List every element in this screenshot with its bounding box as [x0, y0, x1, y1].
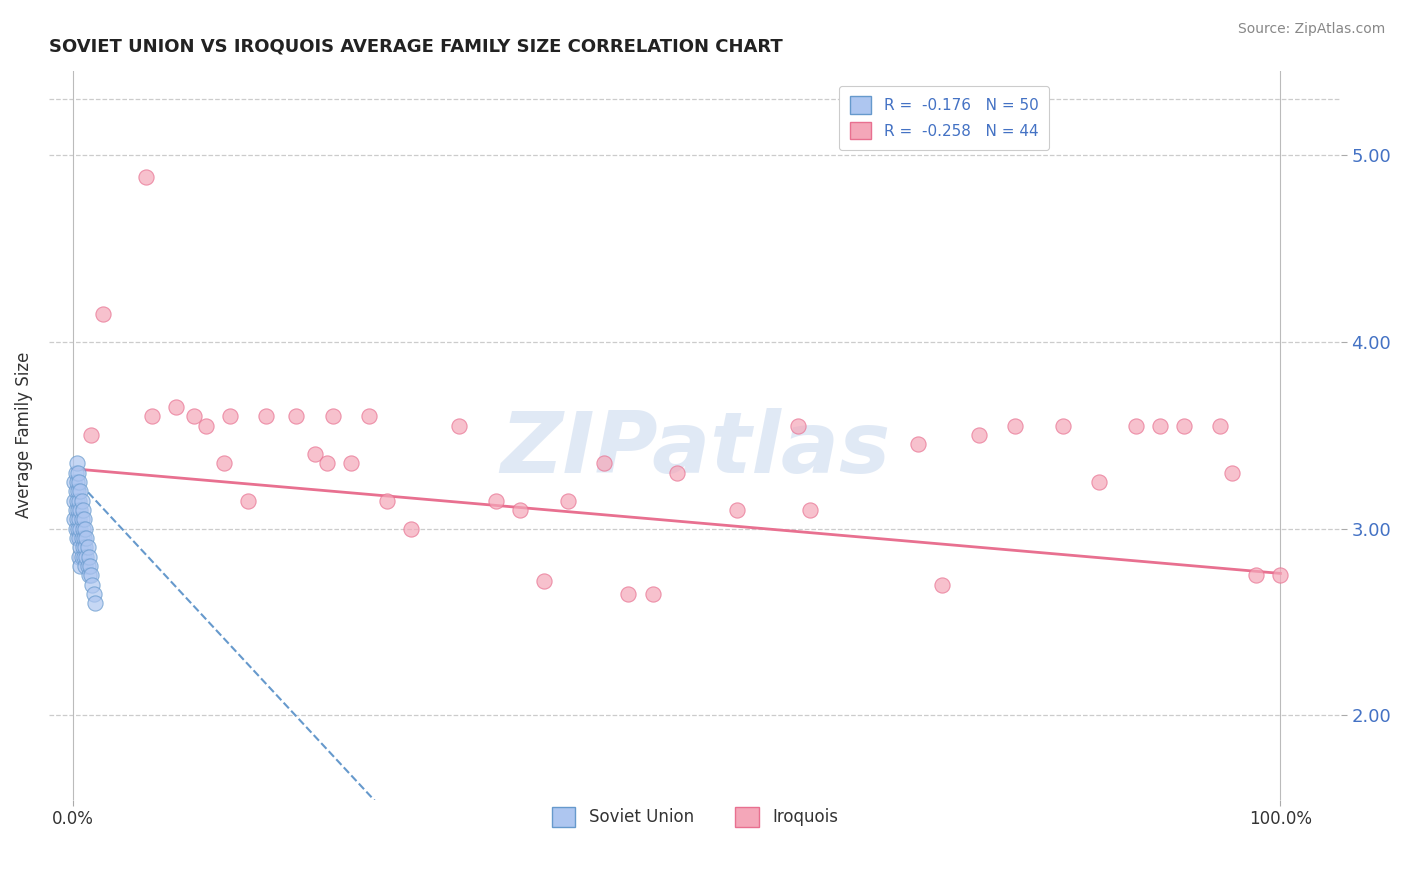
Point [69, 522, 91, 536]
Point [322, 409, 344, 424]
Point [725, 503, 748, 517]
Y-axis label: Average Family Size: Average Family Size [15, 352, 32, 518]
Point [83, 596, 105, 610]
Point [509, 503, 531, 517]
Legend: Soviet Union, Iroquois: Soviet Union, Iroquois [544, 799, 846, 835]
Point [91, 307, 114, 321]
Point [76, 558, 98, 573]
Point [617, 587, 640, 601]
Point [70, 549, 93, 564]
Point [63, 475, 86, 489]
Point [1173, 418, 1195, 433]
Point [66, 466, 89, 480]
Point [67, 493, 90, 508]
Point [967, 428, 990, 442]
Point [141, 409, 163, 424]
Point [907, 437, 929, 451]
Point [183, 409, 205, 424]
Point [75, 522, 97, 536]
Point [70, 512, 93, 526]
Point [194, 418, 217, 433]
Point [340, 456, 363, 470]
Point [72, 522, 94, 536]
Point [254, 409, 277, 424]
Point [799, 503, 821, 517]
Point [66, 493, 89, 508]
Point [315, 456, 337, 470]
Point [73, 531, 96, 545]
Point [212, 456, 235, 470]
Point [66, 475, 89, 489]
Point [66, 512, 89, 526]
Point [69, 558, 91, 573]
Point [449, 418, 471, 433]
Point [75, 549, 97, 564]
Point [1246, 568, 1268, 582]
Point [238, 493, 260, 508]
Point [67, 549, 90, 564]
Point [67, 512, 90, 526]
Point [641, 587, 664, 601]
Point [66, 522, 89, 536]
Point [72, 541, 94, 555]
Point [304, 447, 326, 461]
Point [66, 503, 89, 517]
Point [66, 484, 89, 499]
Text: ZIPatlas: ZIPatlas [499, 409, 890, 491]
Point [70, 531, 93, 545]
Point [931, 577, 953, 591]
Point [76, 541, 98, 555]
Point [69, 503, 91, 517]
Point [67, 475, 90, 489]
Point [375, 493, 398, 508]
Point [65, 484, 87, 499]
Point [65, 503, 87, 517]
Point [72, 503, 94, 517]
Text: Source: ZipAtlas.com: Source: ZipAtlas.com [1237, 22, 1385, 37]
Point [219, 409, 242, 424]
Point [83, 587, 105, 601]
Point [77, 549, 100, 564]
Point [69, 484, 91, 499]
Point [82, 577, 104, 591]
Point [1220, 466, 1243, 480]
Point [65, 466, 87, 480]
Point [665, 466, 688, 480]
Point [66, 456, 89, 470]
Point [1004, 418, 1026, 433]
Point [1209, 418, 1232, 433]
Point [66, 531, 89, 545]
Point [80, 568, 103, 582]
Point [63, 493, 86, 508]
Point [67, 531, 90, 545]
Point [135, 170, 157, 185]
Point [1125, 418, 1147, 433]
Point [79, 558, 101, 573]
Point [1052, 418, 1074, 433]
Point [75, 541, 97, 555]
Point [77, 568, 100, 582]
Point [1270, 568, 1292, 582]
Point [557, 493, 579, 508]
Text: SOVIET UNION VS IROQUOIS AVERAGE FAMILY SIZE CORRELATION CHART: SOVIET UNION VS IROQUOIS AVERAGE FAMILY … [49, 37, 783, 55]
Point [75, 558, 97, 573]
Point [786, 418, 808, 433]
Point [533, 574, 555, 588]
Point [399, 522, 422, 536]
Point [593, 456, 616, 470]
Point [357, 409, 380, 424]
Point [1149, 418, 1171, 433]
Point [75, 531, 97, 545]
Point [73, 512, 96, 526]
Point [70, 493, 93, 508]
Point [69, 541, 91, 555]
Point [165, 400, 187, 414]
Point [73, 549, 96, 564]
Point [80, 428, 103, 442]
Point [63, 512, 86, 526]
Point [285, 409, 308, 424]
Point [1088, 475, 1111, 489]
Point [485, 493, 508, 508]
Point [65, 522, 87, 536]
